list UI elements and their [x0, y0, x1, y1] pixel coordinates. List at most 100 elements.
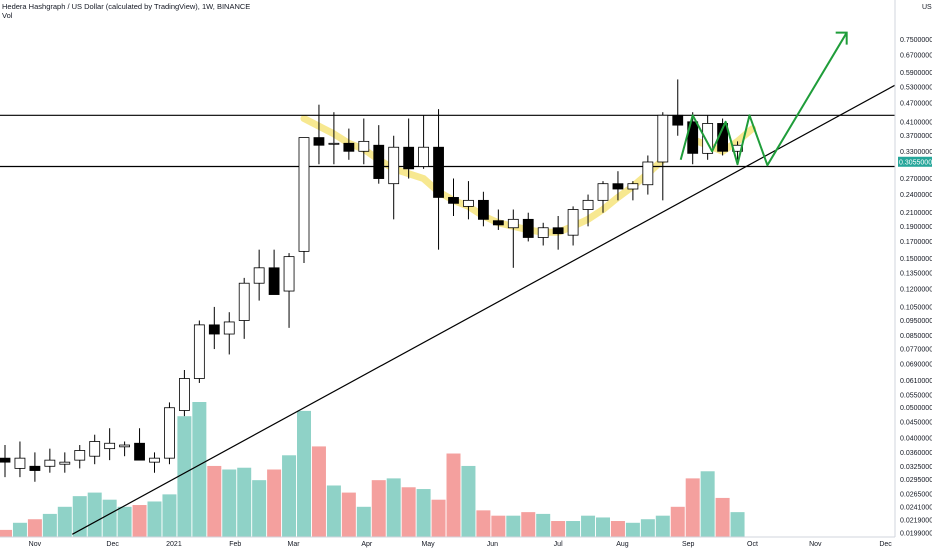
candle-body [149, 457, 160, 463]
candle[interactable] [702, 115, 714, 160]
candle[interactable] [208, 306, 220, 350]
time-tick-label: Jul [554, 541, 563, 548]
candle[interactable] [657, 112, 669, 201]
candle[interactable] [492, 209, 504, 230]
candle[interactable] [612, 171, 624, 201]
volume-bar [640, 519, 655, 537]
candle[interactable] [537, 222, 549, 246]
candle[interactable] [89, 434, 101, 465]
candle-body [74, 450, 86, 461]
candle[interactable] [283, 253, 295, 328]
volume-bar [222, 469, 237, 537]
candle[interactable] [149, 452, 160, 473]
volume-bar [581, 515, 596, 537]
candle-body [343, 142, 355, 152]
trend-line[interactable] [71, 84, 896, 535]
candle[interactable] [448, 178, 459, 216]
candle[interactable] [373, 125, 385, 184]
candle[interactable] [433, 109, 444, 250]
volume-bar [192, 402, 207, 537]
candle[interactable] [59, 452, 71, 473]
candle[interactable] [298, 137, 310, 264]
candle-body [268, 267, 280, 295]
candle[interactable] [193, 320, 205, 383]
volume-bar [237, 467, 252, 537]
volume-bar [536, 513, 551, 537]
projection-arrows [679, 31, 848, 167]
volume-bar [476, 510, 491, 537]
candle[interactable] [507, 209, 519, 268]
candle-body [59, 461, 71, 465]
candle[interactable] [552, 215, 564, 250]
candle[interactable] [253, 249, 265, 301]
candle[interactable] [477, 191, 489, 227]
candle[interactable] [627, 181, 639, 201]
volume-bar [147, 501, 162, 537]
time-tick-label: Apr [361, 541, 373, 548]
candle[interactable] [119, 441, 130, 457]
time-tick-label: Nov [809, 541, 822, 548]
candle[interactable] [164, 402, 175, 465]
time-tick-label: 2021 [166, 541, 182, 548]
candle[interactable] [642, 155, 654, 195]
candle[interactable] [223, 312, 235, 355]
candle-body [358, 140, 370, 152]
candle-body [477, 199, 489, 220]
candle[interactable] [104, 428, 116, 461]
candle[interactable] [582, 194, 594, 227]
volume-bar [42, 513, 57, 537]
candle[interactable] [597, 181, 609, 213]
candle[interactable] [388, 135, 400, 220]
candle[interactable] [522, 212, 534, 242]
candle-body [492, 220, 504, 226]
candle[interactable] [29, 452, 41, 482]
candle[interactable] [0, 445, 11, 478]
candle[interactable] [463, 181, 474, 220]
candle[interactable] [358, 118, 370, 165]
candle[interactable] [567, 206, 579, 246]
candle[interactable] [74, 445, 86, 469]
volume-indicator-label: Vol [2, 11, 13, 20]
candle[interactable] [328, 112, 340, 165]
candle-body [238, 282, 250, 321]
volume-bar [551, 521, 566, 537]
arrow-head [835, 31, 848, 45]
volume-bar [27, 519, 42, 537]
time-axis[interactable]: Nov Dec 2021 Feb Mar Apr May Jun Jul Aug Sep Oct Nov… [0, 536, 895, 548]
volume-bar [685, 478, 700, 537]
candle[interactable] [238, 277, 250, 339]
volume-bar [610, 521, 625, 537]
candle[interactable] [418, 115, 430, 169]
volume-bar [461, 465, 476, 537]
candle[interactable] [44, 448, 56, 473]
candle[interactable] [134, 428, 145, 461]
candle[interactable] [403, 118, 415, 179]
candle-body [672, 114, 684, 126]
candle[interactable] [672, 79, 684, 136]
candle[interactable] [178, 370, 190, 417]
candles[interactable] [0, 79, 743, 482]
candle[interactable] [343, 128, 355, 160]
volume-bar [326, 485, 341, 537]
candle-body [403, 146, 415, 170]
volume-bar [625, 522, 640, 537]
candle[interactable] [268, 249, 280, 295]
candle[interactable] [313, 104, 325, 165]
candle[interactable] [14, 441, 26, 478]
candle-body [657, 114, 669, 163]
candle-body [627, 183, 639, 190]
